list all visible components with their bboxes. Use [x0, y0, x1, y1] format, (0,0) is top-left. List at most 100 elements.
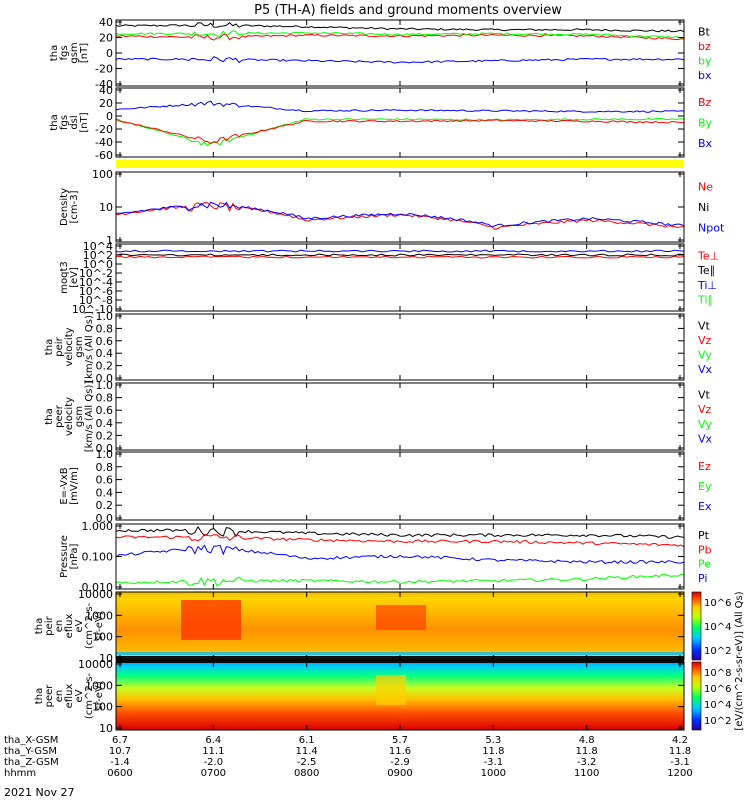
peir-spectrogram-patch	[181, 600, 241, 640]
ytick-label: 0.2	[96, 360, 114, 373]
ylabel-fgs_gsm: tha fgs gsm [nT]	[49, 42, 90, 63]
time-row-value: 6.7	[112, 735, 128, 746]
ytick-label: -40	[95, 136, 113, 149]
legend-bx: bx	[698, 69, 712, 82]
ytick-label: 10	[99, 652, 113, 665]
ylabel-line: [km/s (All Qs)]	[84, 381, 95, 453]
colorbar-tick: 10^6	[704, 598, 731, 609]
ylabel-line: peir	[44, 615, 55, 635]
legend-Pi: Pi	[698, 572, 707, 585]
panel-frame-pressure	[115, 523, 685, 590]
colorbar-tick: 10^2	[704, 716, 731, 727]
ylabel-line: tha	[44, 408, 55, 424]
colorbar-label-text: [eV/(cm^2-s-sr-eV)] (All Qs)	[734, 591, 745, 730]
ytick-label: 10000	[78, 588, 113, 601]
ytick-label: 0.8	[96, 461, 114, 474]
time-row-value: -3.1	[670, 757, 690, 768]
time-row-value: -1.4	[110, 757, 130, 768]
ytick-label: 0.6	[96, 335, 114, 348]
legend-Bz: Bz	[698, 96, 712, 109]
ylabel-line: (cm^2-s-	[84, 602, 95, 649]
ytick-label: 0.0	[96, 442, 114, 455]
yellow-flag-bar	[116, 160, 684, 168]
ylabel-fgs_dsl: tha fgs dsl [nT]	[49, 112, 90, 132]
time-row-value: 11.1	[202, 746, 224, 757]
ylabel-line: velocity	[64, 327, 75, 366]
ytick-label: 10^0	[83, 258, 113, 271]
legend-By: By	[698, 117, 713, 130]
time-row-value: 4.2	[672, 735, 688, 746]
legend-Vt: Vt	[698, 319, 711, 332]
ylabel-line: eV	[74, 689, 85, 702]
time-row-value: 10.7	[109, 746, 131, 757]
ylabel-line: gsm	[74, 336, 85, 357]
ytick-label: 0	[106, 110, 113, 123]
ytick-label: 0.2	[96, 499, 114, 512]
trace-Pe	[115, 573, 685, 587]
ylabel-line: en	[54, 620, 65, 633]
time-row-value: 0600	[107, 768, 132, 779]
ylabel-peer_vel: tha peer velocity gsm [km/s (All Qs)]	[44, 381, 95, 453]
ylabel-line: tha	[49, 45, 60, 61]
colorbar-tick: 10^8	[704, 668, 731, 679]
panel-frame-peir_vel	[115, 313, 685, 381]
legend-Te⊥: Te⊥	[697, 249, 719, 262]
legend-Bx: Bx	[698, 137, 713, 150]
ylabel-line: peer	[54, 404, 65, 428]
ytick-label: 10^-8	[79, 294, 113, 307]
colorbar-tick: 10^2	[704, 646, 731, 657]
colorbar-2	[691, 661, 702, 731]
legend-Vx: Vx	[698, 363, 713, 376]
legend-bz: bz	[698, 40, 711, 53]
legend-Pe: Pe	[698, 558, 711, 571]
ytick-label: 10000	[78, 658, 113, 671]
ylabel-pressure: Pressure [nPa]	[59, 535, 80, 578]
ylabel-line: peer	[44, 684, 55, 708]
ytick-label: 10^-6	[79, 285, 113, 298]
time-row-label: tha_X-GSM	[4, 735, 58, 746]
legend-Vy: Vy	[698, 418, 712, 431]
ylabel-line: moqt3	[59, 261, 70, 294]
ylabel-line: tha	[34, 688, 45, 704]
ytick-label: 10^-4	[79, 276, 113, 289]
ylabel-line: [mV/m]	[69, 467, 80, 505]
legend-Ez: Ez	[698, 460, 711, 473]
time-row-value: 1000	[481, 768, 506, 779]
ytick-label: 1.000	[82, 520, 114, 533]
legend-Pt: Pt	[698, 529, 710, 542]
ylabel-line: eV	[74, 619, 85, 632]
ytick-label: 100	[92, 701, 113, 714]
ytick-label: 40	[99, 84, 113, 97]
traces-group	[115, 22, 685, 587]
colorbar-tick: 10^4	[704, 622, 731, 633]
ylabel-line: [km/s (All Qs)]	[84, 311, 95, 383]
ytick-label: 0.8	[96, 392, 114, 405]
colorbar-tick: 10^4	[704, 700, 731, 711]
legend-Vz: Vz	[698, 334, 712, 347]
colorbar-label: [eV/(cm^2-s-sr-eV)] (All Qs)	[734, 591, 745, 730]
ytick-label: 100	[92, 168, 113, 181]
ytick-label: 10	[99, 722, 113, 735]
panel-frame-density	[115, 171, 685, 243]
ytick-label: 0.0	[96, 372, 114, 385]
ylabel-line: eflux	[64, 614, 75, 639]
colorbars-group: 10^6 10^4 10^2 10^8 10^6 10^4 10^2 [eV/(cm^2-s-…	[691, 591, 745, 731]
ytick-label: 1000	[85, 609, 113, 622]
ylabel-line: sr-eV)	[94, 681, 105, 710]
colorbar-1	[691, 591, 702, 661]
ylabel-line: [eV]	[69, 267, 80, 288]
ylabel-efield: E=-VxB [mV/m]	[59, 467, 80, 505]
panel-frame-fgs_dsl	[115, 87, 685, 158]
ylabel-peir_spec: tha peir en eflux eV (cm^2-s-sr-eV)	[34, 602, 105, 649]
colorbar-tick: 10^6	[704, 684, 731, 695]
ylabel-line: en	[54, 690, 65, 703]
ylabel-line: Pressure	[59, 535, 70, 578]
ylabel-line: dsl	[69, 115, 80, 129]
spectrograms-group	[116, 592, 684, 730]
ytick-label: 0.8	[96, 322, 114, 335]
time-row-value: 11.8	[482, 746, 504, 757]
ytick-label: 1.0	[96, 379, 114, 392]
legend-Ti∥: Ti∥	[697, 294, 713, 307]
trace-Ne	[115, 202, 685, 230]
legend-Ni: Ni	[698, 201, 709, 214]
